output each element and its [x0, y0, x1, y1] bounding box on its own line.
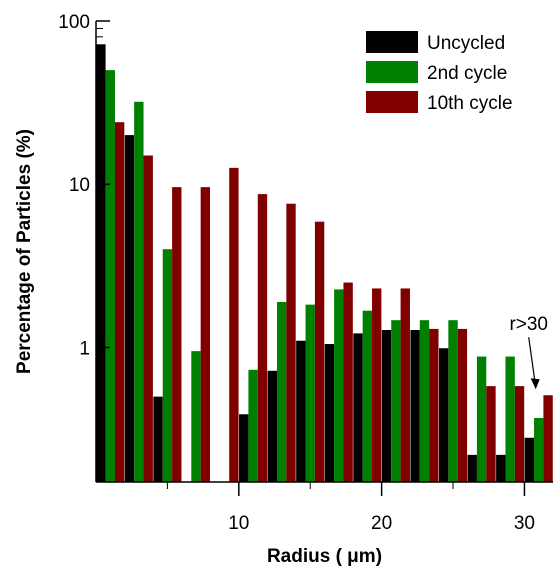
bar-2nd-cycle-19	[362, 310, 373, 482]
bar-uncycled-27	[467, 454, 477, 482]
bar-2nd-cycle-31	[534, 417, 544, 482]
bar-2nd-cycle-23	[419, 320, 430, 482]
annotation-arrow-head	[530, 378, 540, 390]
bar-uncycled-1	[96, 44, 106, 482]
bar-10th-cycle-3	[143, 155, 153, 482]
bar-10th-cycle-31	[543, 395, 553, 482]
bar-10th-cycle-19	[372, 288, 382, 482]
bar-uncycled-5	[153, 396, 163, 482]
bar-10th-cycle-17	[343, 282, 353, 482]
bar-10th-cycle-27	[486, 386, 496, 482]
bar-10th-cycle-23	[429, 328, 439, 482]
annotation-label: r>30	[509, 314, 548, 335]
legend-swatch-10th-cycle	[366, 91, 418, 113]
legend-label-uncycled: Uncycled	[427, 33, 505, 54]
bar-uncycled-19	[353, 333, 363, 482]
bar-uncycled-15	[296, 340, 306, 482]
bars-layer	[96, 44, 553, 483]
bar-10th-cycle-5	[172, 187, 182, 482]
bar-10th-cycle-9	[229, 167, 239, 483]
bar-2nd-cycle-13	[276, 301, 287, 482]
bar-2nd-cycle-5	[162, 249, 173, 482]
bar-uncycled-29	[496, 454, 506, 482]
bar-10th-cycle-11	[257, 194, 268, 482]
bar-10th-cycle-29	[514, 386, 525, 482]
bar-uncycled-17	[324, 344, 335, 482]
y-axis-title: Percentage of Particles (%)	[14, 129, 35, 374]
legend-label-2nd-cycle: 2nd cycle	[427, 63, 507, 84]
y-tick-label-10: 10	[69, 175, 90, 196]
legend: Uncycled 2nd cycle 10th cycle	[366, 31, 513, 114]
bar-uncycled-25	[438, 348, 449, 482]
annotations: r>30	[509, 314, 548, 390]
x-tick-label-10: 10	[228, 513, 249, 534]
bar-uncycled-31	[524, 437, 535, 482]
bar-10th-cycle-1	[114, 122, 125, 483]
axes	[95, 20, 553, 496]
bar-uncycled-3	[124, 135, 135, 483]
bar-uncycled-21	[381, 330, 392, 482]
legend-label-10th-cycle: 10th cycle	[427, 93, 513, 114]
y-tick-label-100: 100	[58, 12, 90, 33]
bar-uncycled-13	[267, 370, 277, 482]
bar-10th-cycle-7	[200, 187, 211, 482]
bar-uncycled-23	[410, 330, 420, 482]
x-axis-title: Radius ( μm)	[267, 546, 382, 567]
x-tick-label-20: 20	[371, 513, 392, 534]
bar-2nd-cycle-25	[448, 320, 458, 482]
bar-2nd-cycle-29	[505, 356, 515, 482]
bar-2nd-cycle-27	[476, 356, 487, 482]
bar-2nd-cycle-15	[305, 304, 315, 482]
bar-10th-cycle-13	[286, 203, 296, 482]
x-tick-label-30: 30	[514, 513, 535, 534]
bar-2nd-cycle-3	[134, 101, 144, 482]
bar-uncycled-11	[239, 414, 249, 482]
bar-2nd-cycle-11	[248, 369, 258, 482]
bar-2nd-cycle-17	[334, 289, 344, 482]
bar-10th-cycle-15	[314, 221, 325, 482]
bar-10th-cycle-21	[400, 288, 410, 482]
legend-swatch-2nd-cycle	[366, 61, 418, 83]
tick-labels: 1 10 100 10 20 30 Radius ( μm) Percentage of Pa…	[14, 12, 535, 567]
bar-2nd-cycle-21	[391, 320, 401, 482]
legend-swatch-uncycled	[366, 31, 418, 53]
bar-10th-cycle-25	[457, 328, 468, 482]
bar-2nd-cycle-1	[105, 70, 115, 482]
y-tick-label-1: 1	[79, 338, 90, 359]
bar-2nd-cycle-7	[191, 351, 201, 482]
